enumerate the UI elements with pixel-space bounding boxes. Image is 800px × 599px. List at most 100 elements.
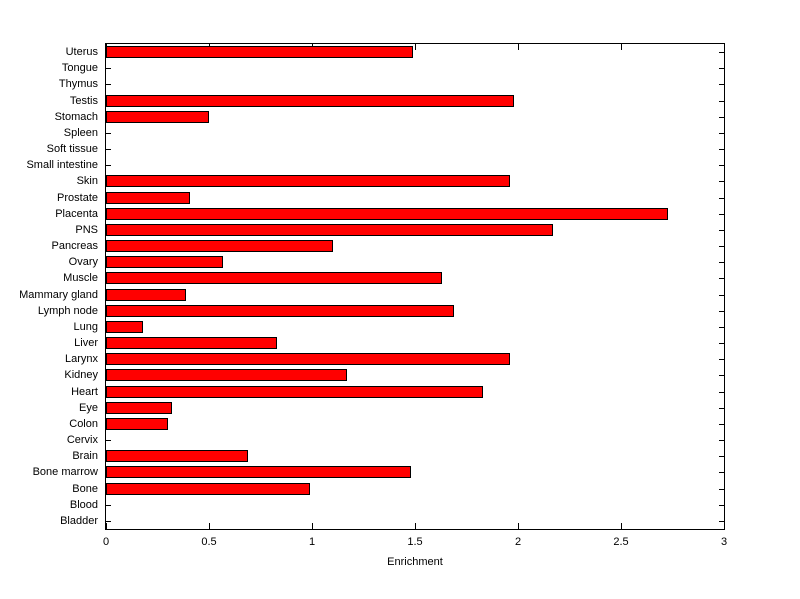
bar [106, 208, 668, 220]
y-axis-category-label: Soft tissue [46, 143, 98, 155]
y-tick-right [719, 375, 724, 376]
x-tick-bottom [415, 523, 416, 529]
y-tick-right [719, 246, 724, 247]
y-axis-category-label: Bladder [60, 515, 98, 527]
bar [106, 289, 186, 301]
y-tick-right [719, 472, 724, 473]
y-tick-right [719, 230, 724, 231]
bar [106, 192, 190, 204]
y-axis-category-label: Testis [69, 95, 98, 107]
y-tick-right [719, 408, 724, 409]
y-axis-category-label: Muscle [63, 272, 98, 284]
y-tick-right [719, 311, 724, 312]
x-axis-tick-label: 2 [514, 536, 522, 548]
x-tick-bottom [724, 523, 725, 529]
bar [106, 483, 310, 495]
bar [106, 386, 483, 398]
y-tick-left [106, 440, 111, 441]
y-tick-right [719, 84, 724, 85]
y-tick-right [719, 505, 724, 506]
y-axis-category-label: Small intestine [26, 159, 98, 171]
bar [106, 46, 413, 58]
y-axis-category-label: PNS [75, 224, 98, 236]
x-tick-bottom [209, 523, 210, 529]
y-axis-category-label: Kidney [64, 369, 98, 381]
y-tick-right [719, 117, 724, 118]
y-axis-category-label: Lymph node [37, 305, 98, 317]
y-axis-category-label: Eye [79, 402, 98, 414]
y-tick-left [106, 68, 111, 69]
bar [106, 224, 553, 236]
y-tick-right [719, 521, 724, 522]
y-tick-left [106, 84, 111, 85]
x-axis-tick-label: 3 [720, 536, 728, 548]
y-tick-right [719, 52, 724, 53]
y-axis-category-label: Heart [71, 386, 98, 398]
bar [106, 272, 442, 284]
y-axis-category-label: Thymus [58, 78, 98, 90]
y-tick-right [719, 295, 724, 296]
bar [106, 337, 277, 349]
y-tick-left [106, 521, 111, 522]
bar [106, 256, 223, 268]
x-axis-tick-label: 1 [308, 536, 316, 548]
x-tick-bottom [106, 523, 107, 529]
y-tick-left [106, 165, 111, 166]
y-tick-right [719, 68, 724, 69]
y-tick-right [719, 489, 724, 490]
bar [106, 111, 209, 123]
y-axis-category-label: Placenta [55, 208, 98, 220]
bar [106, 95, 514, 107]
y-tick-right [719, 198, 724, 199]
bar [106, 466, 411, 478]
y-tick-right [719, 149, 724, 150]
x-axis-tick-label: 2.5 [613, 536, 629, 548]
bar [106, 175, 510, 187]
y-axis-category-label: Stomach [54, 111, 98, 123]
x-tick-bottom [518, 523, 519, 529]
y-tick-right [719, 327, 724, 328]
y-axis-category-label: Ovary [68, 256, 98, 268]
x-tick-bottom [312, 523, 313, 529]
x-axis-tick-label: 1.5 [407, 536, 423, 548]
bar [106, 402, 172, 414]
x-tick-top [621, 44, 622, 50]
y-axis-category-label: Tongue [61, 62, 98, 74]
y-tick-right [719, 262, 724, 263]
y-axis-category-label: Spleen [63, 127, 98, 139]
bar [106, 369, 347, 381]
bar [106, 353, 510, 365]
y-tick-right [719, 214, 724, 215]
bar [106, 305, 454, 317]
y-axis-category-label: Blood [69, 499, 98, 511]
y-axis-category-label: Bone marrow [32, 466, 98, 478]
y-tick-right [719, 343, 724, 344]
y-tick-right [719, 456, 724, 457]
y-tick-right [719, 133, 724, 134]
y-axis-category-label: Colon [69, 418, 98, 430]
bar [106, 418, 168, 430]
x-axis-tick-label: 0.5 [201, 536, 217, 548]
bar [106, 321, 143, 333]
y-axis-category-label: Prostate [57, 192, 98, 204]
y-tick-right [719, 392, 724, 393]
x-axis-title: Enrichment [387, 556, 443, 568]
x-tick-top [518, 44, 519, 50]
x-tick-top [415, 44, 416, 50]
y-axis-category-label: Uterus [65, 46, 98, 58]
y-axis-category-label: Cervix [66, 434, 98, 446]
y-tick-right [719, 278, 724, 279]
x-tick-top [724, 44, 725, 50]
y-axis-category-label: Liver [74, 337, 98, 349]
y-tick-right [719, 424, 724, 425]
y-axis-category-label: Mammary gland [19, 289, 98, 301]
y-axis-category-label: Skin [76, 175, 98, 187]
x-tick-bottom [621, 523, 622, 529]
y-tick-left [106, 505, 111, 506]
y-tick-left [106, 149, 111, 150]
x-axis-tick-label: 0 [102, 536, 110, 548]
y-axis-category-label: Bone [72, 483, 98, 495]
y-tick-right [719, 181, 724, 182]
y-axis-category-label: Lung [73, 321, 98, 333]
